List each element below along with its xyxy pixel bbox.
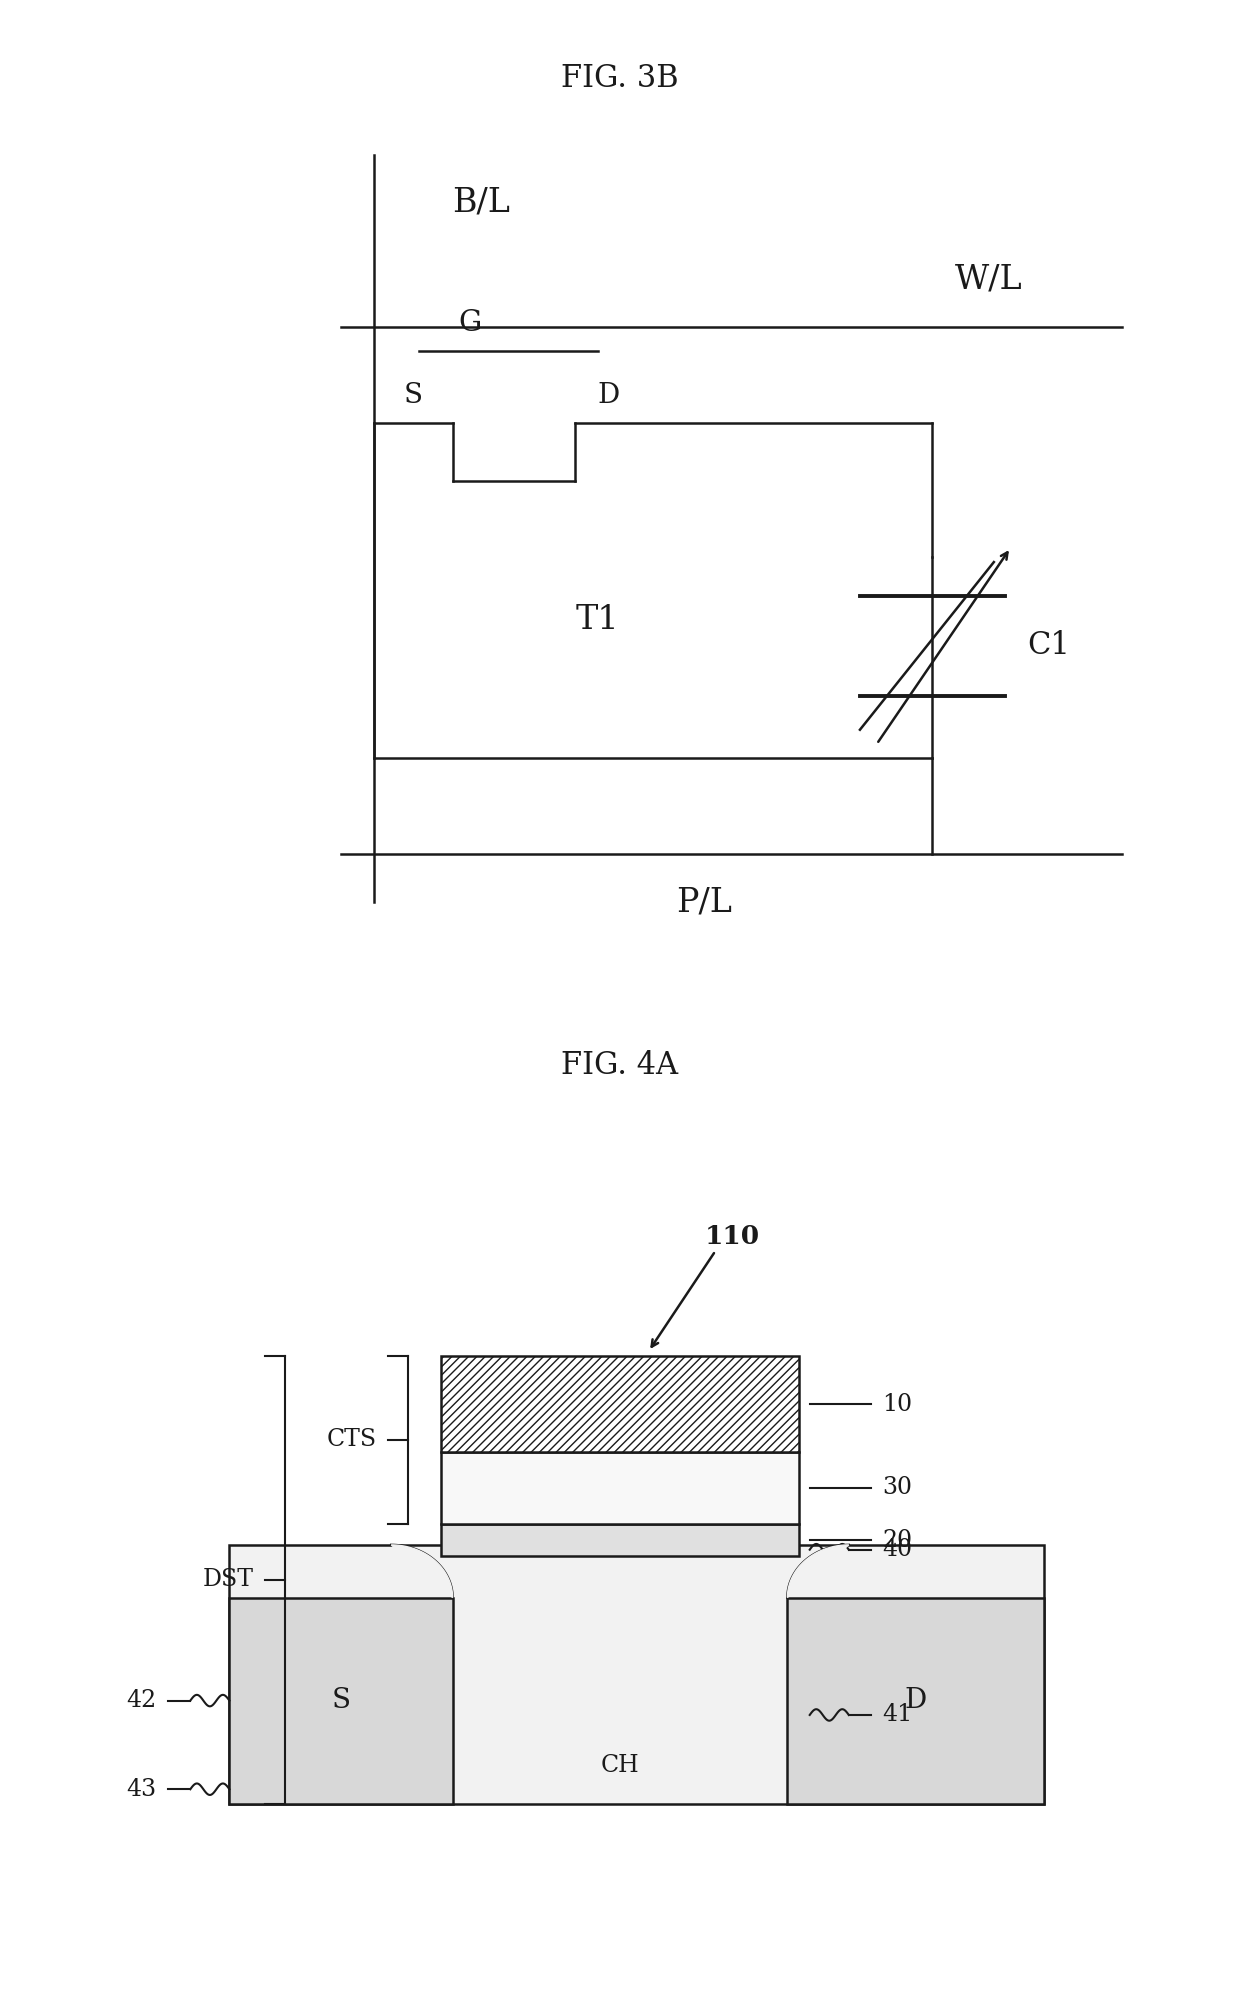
Polygon shape [392,1545,453,1597]
Text: C1: C1 [1028,631,1070,661]
Text: S: S [331,1687,351,1715]
Text: T1: T1 [575,603,620,635]
Text: D: D [905,1687,926,1715]
Text: 40: 40 [883,1539,913,1561]
Text: DST: DST [203,1569,254,1591]
Bar [441,1523,799,1557]
Text: A: A [587,1481,604,1505]
Text: G: G [459,309,481,337]
Text: CTS: CTS [326,1429,377,1451]
Bar [229,1545,1044,1804]
Text: 10: 10 [883,1393,913,1415]
Text: FIG. 3B: FIG. 3B [562,62,678,94]
Text: 42: 42 [126,1689,156,1713]
Text: B/L: B/L [453,188,511,220]
Bar [441,1355,799,1451]
Text: 110: 110 [704,1224,760,1249]
Text: 30: 30 [883,1477,913,1499]
Bar [229,1597,453,1804]
Text: 41: 41 [883,1703,913,1727]
Bar [441,1451,799,1523]
Polygon shape [787,1545,849,1597]
Text: 43: 43 [126,1778,156,1800]
Text: FIG. 4A: FIG. 4A [562,1050,678,1082]
Text: CH: CH [600,1754,640,1776]
Text: S: S [404,381,423,409]
Text: 20: 20 [883,1529,913,1551]
Text: D: D [598,381,620,409]
Bar [787,1597,1044,1804]
Text: P/L: P/L [676,886,732,918]
Text: W/L: W/L [955,263,1023,295]
